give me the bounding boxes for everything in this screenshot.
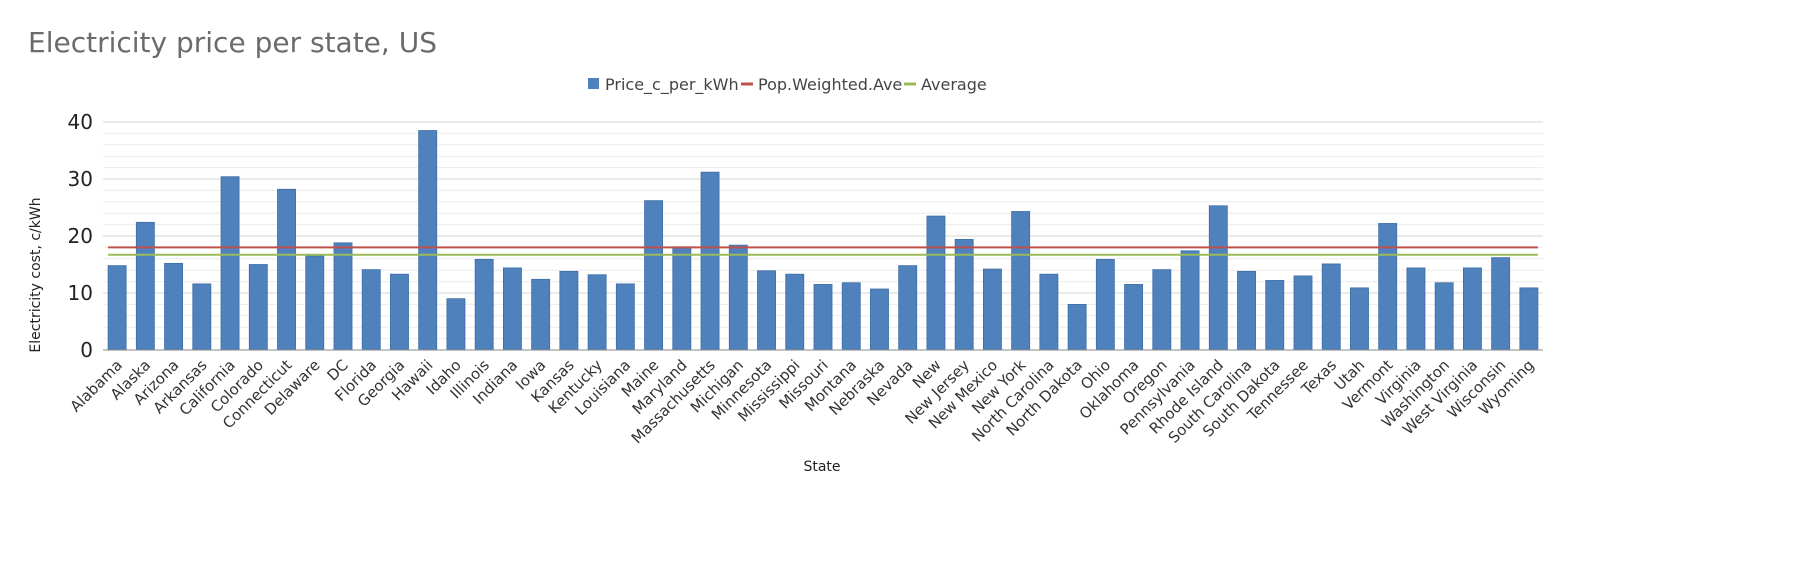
y-axis-ticks: 0 10 20 30 40 <box>68 110 93 362</box>
bar <box>361 269 381 351</box>
bar <box>982 268 1002 351</box>
legend-swatch <box>588 78 599 89</box>
legend-label: Average <box>921 75 987 94</box>
bar <box>305 255 325 351</box>
bar <box>1039 273 1059 351</box>
bar <box>728 244 748 351</box>
bar <box>615 283 635 351</box>
bar <box>1124 284 1144 351</box>
bar <box>954 239 974 351</box>
bar <box>333 242 353 351</box>
bar <box>1491 257 1511 351</box>
bar <box>1462 267 1482 351</box>
legend: Price_c_per_kWh Pop.Weighted.Ave Average <box>588 75 987 95</box>
bar <box>1067 303 1087 351</box>
y-tick-label: 10 <box>68 281 93 305</box>
bar <box>1180 250 1200 351</box>
bar <box>474 258 494 351</box>
bar <box>531 278 551 351</box>
bar <box>644 200 664 351</box>
bar <box>1350 287 1369 351</box>
bar <box>1237 270 1256 351</box>
bar <box>757 270 776 351</box>
bar <box>1378 223 1398 351</box>
bar <box>926 215 946 351</box>
legend-label: Pop.Weighted.Ave <box>758 75 902 94</box>
bar <box>813 284 833 351</box>
bar <box>192 283 212 351</box>
y-tick-label: 30 <box>68 167 93 191</box>
bar <box>446 298 466 351</box>
legend-label: Price_c_per_kWh <box>605 75 739 95</box>
bar <box>1265 280 1285 351</box>
bar <box>672 246 692 351</box>
y-tick-label: 20 <box>68 224 93 248</box>
bar <box>785 273 805 351</box>
bar <box>870 288 889 351</box>
x-axis-label: State <box>803 459 840 475</box>
bar <box>164 262 184 351</box>
reference-lines <box>108 246 1538 256</box>
bar-series <box>107 130 1539 351</box>
bar <box>841 282 861 351</box>
bar <box>418 130 438 351</box>
bar <box>1321 263 1341 351</box>
bar <box>898 265 918 351</box>
bar <box>1152 269 1172 351</box>
bar <box>1293 275 1313 351</box>
bar <box>390 273 409 351</box>
bar <box>248 264 268 351</box>
y-tick-label: 40 <box>68 110 93 134</box>
bar <box>700 171 720 351</box>
bar <box>587 274 607 351</box>
bar <box>1434 282 1454 351</box>
bar <box>1406 267 1426 351</box>
x-axis-ticks: AlabamaAlaskaArizonaArkansasCaliforniaCo… <box>66 356 1537 447</box>
bar <box>107 265 127 351</box>
y-tick-label: 0 <box>80 338 93 362</box>
bar <box>1519 287 1539 351</box>
bar <box>1208 205 1228 351</box>
bar <box>502 267 522 351</box>
chart-title: Electricity price per state, US <box>28 26 437 59</box>
bar <box>135 221 155 351</box>
bar <box>1011 211 1031 351</box>
bar <box>559 270 579 351</box>
bar <box>1095 258 1115 351</box>
y-axis-label: Electricity cost, c/kWh <box>28 197 44 352</box>
bar <box>220 176 240 351</box>
bar <box>277 188 296 351</box>
